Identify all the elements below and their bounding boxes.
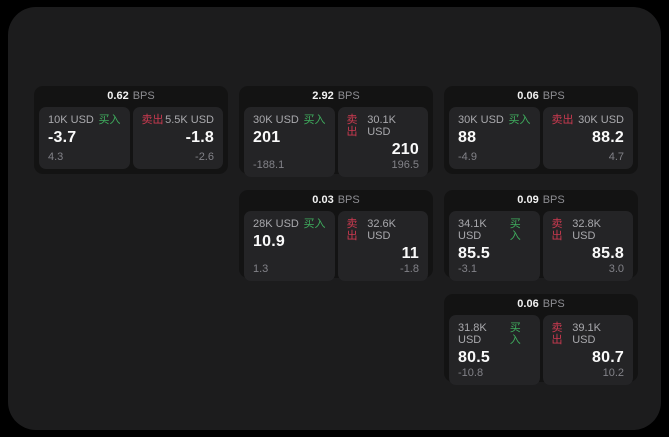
quote-card: 0.03 BPS 28K USD 买入 10.9 1.3 卖出 32.6K US… bbox=[239, 190, 433, 281]
quote-panels: 30K USD 买入 88 -4.9 卖出 30K USD 88.2 4.7 bbox=[444, 107, 638, 174]
sell-side-label: 卖出 bbox=[141, 114, 164, 126]
card-header: 0.06 BPS bbox=[444, 294, 638, 315]
sell-sub-value: 4.7 bbox=[608, 151, 624, 163]
buy-sub-value: -3.1 bbox=[458, 263, 477, 275]
card-header: 0.09 BPS bbox=[444, 190, 638, 211]
sell-amount: 30K USD bbox=[578, 114, 624, 126]
sell-amount: 32.8K USD bbox=[572, 218, 601, 242]
sell-panel[interactable]: 卖出 32.6K USD 11 -1.8 bbox=[337, 211, 428, 281]
sell-panel[interactable]: 卖出 5.5K USD -1.8 -2.6 bbox=[132, 107, 223, 169]
buy-side-label: 买入 bbox=[508, 114, 531, 126]
card-header: 0.62 BPS bbox=[34, 86, 228, 107]
buy-price: -3.7 bbox=[48, 129, 77, 146]
sell-side-label: 卖出 bbox=[346, 218, 358, 242]
quote-panels: 10K USD 买入 -3.7 4.3 卖出 5.5K USD -1.8 -2.… bbox=[34, 107, 228, 174]
quote-panels: 30K USD 买入 201 -188.1 卖出 30.1K USD 210 1… bbox=[239, 107, 433, 182]
sell-price: 80.7 bbox=[592, 349, 624, 366]
sell-side-label: 卖出 bbox=[551, 322, 563, 346]
app-window: 0.62 BPS 10K USD 买入 -3.7 4.3 卖出 5.5K USD bbox=[8, 7, 661, 430]
sell-amount: 32.6K USD bbox=[367, 218, 396, 242]
bps-unit-label: BPS bbox=[337, 90, 360, 102]
sell-side-label: 卖出 bbox=[551, 114, 574, 126]
bps-unit-label: BPS bbox=[542, 194, 565, 206]
sell-sub-value: 10.2 bbox=[602, 367, 624, 379]
bps-unit-label: BPS bbox=[132, 90, 155, 102]
buy-amount: 30K USD bbox=[253, 114, 299, 126]
sell-panel[interactable]: 卖出 30.1K USD 210 196.5 bbox=[337, 107, 428, 177]
sell-amount: 39.1K USD bbox=[572, 322, 601, 346]
bps-value: 0.06 bbox=[517, 90, 539, 102]
card-header: 2.92 BPS bbox=[239, 86, 433, 107]
buy-sub-value: -10.8 bbox=[458, 367, 484, 379]
buy-panel[interactable]: 28K USD 买入 10.9 1.3 bbox=[244, 211, 335, 281]
buy-amount: 31.8K USD bbox=[458, 322, 487, 346]
buy-sub-value: 4.3 bbox=[48, 151, 64, 163]
bps-unit-label: BPS bbox=[542, 298, 565, 310]
quote-card: 0.06 BPS 30K USD 买入 88 -4.9 卖出 30K USD bbox=[444, 86, 638, 174]
buy-side-label: 买入 bbox=[509, 218, 521, 242]
quote-panels: 34.1K USD 买入 85.5 -3.1 卖出 32.8K USD 85.8… bbox=[444, 211, 638, 286]
quote-card-grid: 0.62 BPS 10K USD 买入 -3.7 4.3 卖出 5.5K USD bbox=[34, 86, 638, 385]
buy-price: 88 bbox=[458, 129, 477, 146]
buy-panel[interactable]: 30K USD 买入 201 -188.1 bbox=[244, 107, 335, 177]
buy-amount: 10K USD bbox=[48, 114, 94, 126]
sell-sub-value: -1.8 bbox=[400, 263, 419, 275]
buy-sub-value: -188.1 bbox=[253, 159, 285, 171]
sell-price: 88.2 bbox=[592, 129, 624, 146]
card-header: 0.03 BPS bbox=[239, 190, 433, 211]
sell-panel[interactable]: 卖出 32.8K USD 85.8 3.0 bbox=[542, 211, 633, 281]
buy-price: 85.5 bbox=[458, 245, 490, 262]
sell-price: 11 bbox=[401, 245, 419, 262]
sell-side-label: 卖出 bbox=[346, 114, 358, 138]
buy-panel[interactable]: 31.8K USD 买入 80.5 -10.8 bbox=[449, 315, 540, 385]
buy-panel[interactable]: 10K USD 买入 -3.7 4.3 bbox=[39, 107, 130, 169]
buy-amount: 34.1K USD bbox=[458, 218, 487, 242]
quote-card: 0.62 BPS 10K USD 买入 -3.7 4.3 卖出 5.5K USD bbox=[34, 86, 228, 174]
sell-sub-value: 3.0 bbox=[608, 263, 624, 275]
buy-sub-value: -4.9 bbox=[458, 151, 477, 163]
buy-side-label: 买入 bbox=[98, 114, 121, 126]
bps-value: 0.09 bbox=[517, 194, 539, 206]
buy-side-label: 买入 bbox=[303, 218, 326, 230]
bps-unit-label: BPS bbox=[337, 194, 360, 206]
bps-value: 2.92 bbox=[312, 90, 334, 102]
card-header: 0.06 BPS bbox=[444, 86, 638, 107]
quote-card: 0.09 BPS 34.1K USD 买入 85.5 -3.1 卖出 32.8K… bbox=[444, 190, 638, 281]
buy-side-label: 买入 bbox=[303, 114, 326, 126]
buy-side-label: 买入 bbox=[509, 322, 521, 346]
quote-panels: 28K USD 买入 10.9 1.3 卖出 32.6K USD 11 -1.8 bbox=[239, 211, 433, 286]
buy-price: 201 bbox=[253, 129, 281, 146]
bps-value: 0.03 bbox=[312, 194, 334, 206]
buy-panel[interactable]: 34.1K USD 买入 85.5 -3.1 bbox=[449, 211, 540, 281]
quote-panels: 31.8K USD 买入 80.5 -10.8 卖出 39.1K USD 80.… bbox=[444, 315, 638, 390]
sell-price: 210 bbox=[391, 141, 419, 158]
sell-sub-value: 196.5 bbox=[391, 159, 419, 171]
sell-amount: 30.1K USD bbox=[367, 114, 396, 138]
sell-price: -1.8 bbox=[185, 129, 214, 146]
quote-card: 2.92 BPS 30K USD 买入 201 -188.1 卖出 30.1K … bbox=[239, 86, 433, 177]
sell-price: 85.8 bbox=[592, 245, 624, 262]
buy-amount: 30K USD bbox=[458, 114, 504, 126]
bps-value: 0.62 bbox=[107, 90, 129, 102]
sell-panel[interactable]: 卖出 30K USD 88.2 4.7 bbox=[542, 107, 633, 169]
buy-panel[interactable]: 30K USD 买入 88 -4.9 bbox=[449, 107, 540, 169]
sell-side-label: 卖出 bbox=[551, 218, 563, 242]
quote-card: 0.06 BPS 31.8K USD 买入 80.5 -10.8 卖出 39.1… bbox=[444, 294, 638, 385]
sell-amount: 5.5K USD bbox=[165, 114, 214, 126]
bps-unit-label: BPS bbox=[542, 90, 565, 102]
buy-price: 80.5 bbox=[458, 349, 490, 366]
buy-price: 10.9 bbox=[253, 233, 285, 250]
buy-sub-value: 1.3 bbox=[253, 263, 269, 275]
sell-sub-value: -2.6 bbox=[195, 151, 214, 163]
sell-panel[interactable]: 卖出 39.1K USD 80.7 10.2 bbox=[542, 315, 633, 385]
bps-value: 0.06 bbox=[517, 298, 539, 310]
buy-amount: 28K USD bbox=[253, 218, 299, 230]
